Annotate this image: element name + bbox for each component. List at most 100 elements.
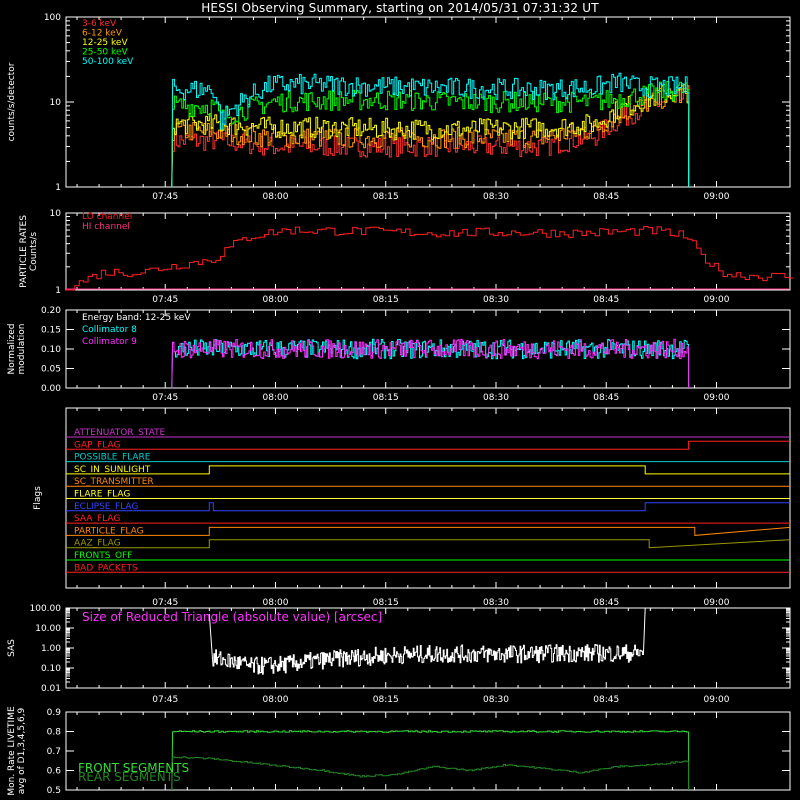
y-tick-label: 0.5: [47, 786, 61, 796]
x-tick-label: 08:00: [263, 295, 289, 305]
y-tick-label: 0.01: [41, 684, 61, 694]
y-tick-label: 100.00: [30, 604, 62, 614]
chart-annotation: Size of Reduced Triangle (absolute value…: [82, 610, 382, 624]
legend-entry: REAR SEGMENTS: [78, 770, 181, 784]
y-tick-label: 0.05: [41, 365, 61, 375]
flag-label: FRONTS_OFF: [74, 551, 132, 561]
y-axis-label: Flags: [33, 486, 43, 510]
series-line-3-6-kev: [171, 87, 690, 188]
x-tick-label: 08:45: [593, 393, 619, 403]
flag-label: AAZ_FLAG: [74, 539, 121, 549]
x-tick-label: 08:45: [593, 295, 619, 305]
flag-line: [66, 502, 790, 512]
x-tick-label: 07:45: [152, 598, 178, 608]
y-axis-label: Counts/s: [29, 232, 39, 271]
x-tick-label: 08:15: [373, 695, 399, 705]
series-line-rear-segments: [171, 756, 690, 791]
x-tick-label: 09:00: [704, 192, 730, 202]
legend-entry: Collimator 9: [82, 337, 137, 347]
flag-label: BAD_PACKETS: [74, 563, 138, 573]
legend-entry: LO channel: [82, 212, 132, 222]
x-tick-label: 08:15: [373, 598, 399, 608]
x-tick-label: 07:45: [152, 192, 178, 202]
chart-annotation: Energy band: 12-25 keV: [82, 313, 191, 323]
y-tick-label: 0.20: [41, 306, 61, 316]
x-tick-label: 07:45: [152, 295, 178, 305]
flag-label: SC_IN_SUNLIGHT: [74, 465, 151, 475]
y-tick-label: 1: [55, 286, 61, 296]
legend-entry: HI channel: [82, 222, 130, 232]
flag-line: [66, 465, 790, 475]
y-tick-label: 1: [55, 183, 61, 193]
x-tick-label: 08:45: [593, 695, 619, 705]
legend-entry: Collimator 8: [82, 325, 137, 335]
y-tick-label: 0.9: [47, 708, 62, 718]
x-tick-label: 09:00: [704, 695, 730, 705]
flag-label: SAA_FLAG: [74, 514, 120, 524]
flag-line: [66, 526, 791, 536]
y-axis-label: Normalized: [7, 323, 17, 374]
legend-entry: 6-12 keV: [82, 29, 123, 39]
x-tick-label: 09:00: [704, 295, 730, 305]
y-tick-label: 0.00: [41, 384, 61, 394]
y-axis-label: SAS: [7, 639, 17, 657]
y-tick-label: 0.15: [41, 326, 61, 336]
series-line-sas: [208, 607, 646, 675]
x-tick-label: 07:45: [152, 695, 178, 705]
x-tick-label: 08:15: [373, 295, 399, 305]
y-tick-label: 0.10: [41, 664, 61, 674]
y-tick-label: 0.8: [47, 728, 62, 738]
y-axis-label: counts/s/detector: [7, 62, 17, 141]
x-tick-label: 08:00: [263, 192, 289, 202]
flag-label: ECLIPSE_FLAG: [74, 502, 138, 512]
panel-frame-1: [65, 212, 791, 291]
series-line-front-segments: [171, 730, 690, 791]
y-tick-label: 0.7: [47, 747, 61, 757]
x-tick-label: 09:00: [704, 598, 730, 608]
series-line-12-25-kev: [171, 84, 690, 188]
flag-label: FLARE_FLAG: [74, 490, 130, 500]
y-tick-label: 1.00: [41, 644, 61, 654]
flag-label: PARTICLE_FLAG: [74, 526, 144, 536]
x-tick-label: 08:00: [263, 393, 289, 403]
x-tick-label: 08:30: [483, 695, 509, 705]
y-tick-label: 10: [50, 209, 62, 219]
series-line-50-100-kev: [171, 72, 690, 188]
y-tick-label: 0.6: [47, 767, 62, 777]
legend-entry: 50-100 keV: [82, 57, 134, 67]
series-line-lo-channel: [66, 226, 794, 291]
x-tick-label: 07:45: [152, 393, 178, 403]
x-tick-label: 08:30: [483, 598, 509, 608]
x-tick-label: 08:15: [373, 192, 399, 202]
x-tick-label: 08:45: [593, 192, 619, 202]
flag-line: [66, 440, 790, 450]
y-tick-label: 100: [44, 13, 61, 23]
y-axis-label: PARTICLE RATES: [19, 215, 29, 288]
page-title: HESSI Observing Summary, starting on 201…: [201, 1, 599, 15]
series-line-6-12-kev: [171, 85, 690, 188]
flag-label: POSSIBLE_FLARE: [74, 453, 151, 463]
x-tick-label: 08:30: [483, 295, 509, 305]
y-tick-label: 0.10: [41, 345, 61, 355]
series-line-collimator-9: [171, 338, 690, 389]
legend-entry: 3-6 keV: [82, 19, 117, 29]
x-tick-label: 08:30: [483, 192, 509, 202]
x-tick-label: 09:00: [704, 393, 730, 403]
x-tick-label: 08:45: [593, 598, 619, 608]
flag-line: [66, 539, 791, 549]
flag-label: GAP_FLAG: [74, 440, 120, 450]
y-axis-label: modulation: [17, 324, 27, 375]
x-tick-label: 08:15: [373, 393, 399, 403]
y-axis-label: avg of D1,3,4,5,6,9: [17, 707, 27, 794]
y-tick-label: 10.00: [35, 624, 61, 634]
legend-entry: FRONT SEGMENTS: [78, 761, 189, 775]
legend-entry: 25-50 keV: [82, 48, 128, 58]
x-tick-label: 08:00: [263, 695, 289, 705]
series-line-25-50-kev: [171, 81, 690, 188]
legend-entry: 12-25 keV: [82, 38, 128, 48]
y-axis-label: Mon. Rate LIVETIME: [7, 706, 17, 796]
y-tick-label: 10: [50, 98, 62, 108]
x-tick-label: 08:00: [263, 598, 289, 608]
x-tick-label: 08:30: [483, 393, 509, 403]
